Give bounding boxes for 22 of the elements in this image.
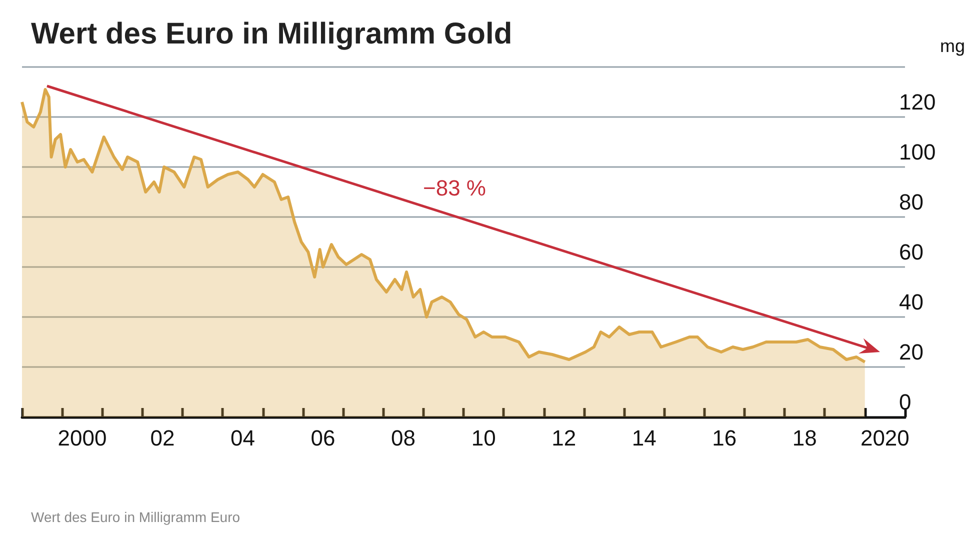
y-tick-label: 100: [899, 140, 936, 164]
y-tick-label: 40: [899, 290, 924, 314]
annotation: −83 %: [423, 176, 486, 200]
text: Wert des Euro in Milligramm Euro: [31, 509, 240, 525]
y-tick-label: 0: [899, 390, 912, 414]
y-axis-title: mg: [940, 36, 965, 56]
x-tick-label: 14: [632, 426, 656, 450]
x-tick-label: 2000: [58, 426, 107, 450]
y-tick-label: 60: [899, 240, 924, 264]
x-tick-label: 06: [310, 426, 336, 450]
x-tick-label: 12: [552, 426, 576, 450]
x-tick-label: 04: [230, 426, 255, 450]
x-tick-label: 16: [712, 426, 737, 450]
y-tick-label: 80: [899, 190, 924, 214]
x-tick-label: 2020: [860, 426, 910, 450]
x-tick-label: 02: [150, 426, 175, 450]
x-tick-label: 10: [471, 426, 496, 450]
y-tick-label: 120: [899, 90, 936, 114]
chart-title: Wert des Euro in Milligramm Gold: [31, 18, 512, 50]
x-tick-label: 08: [391, 426, 416, 450]
x-tick-label: 18: [792, 426, 817, 450]
y-tick-label: 20: [899, 340, 924, 364]
